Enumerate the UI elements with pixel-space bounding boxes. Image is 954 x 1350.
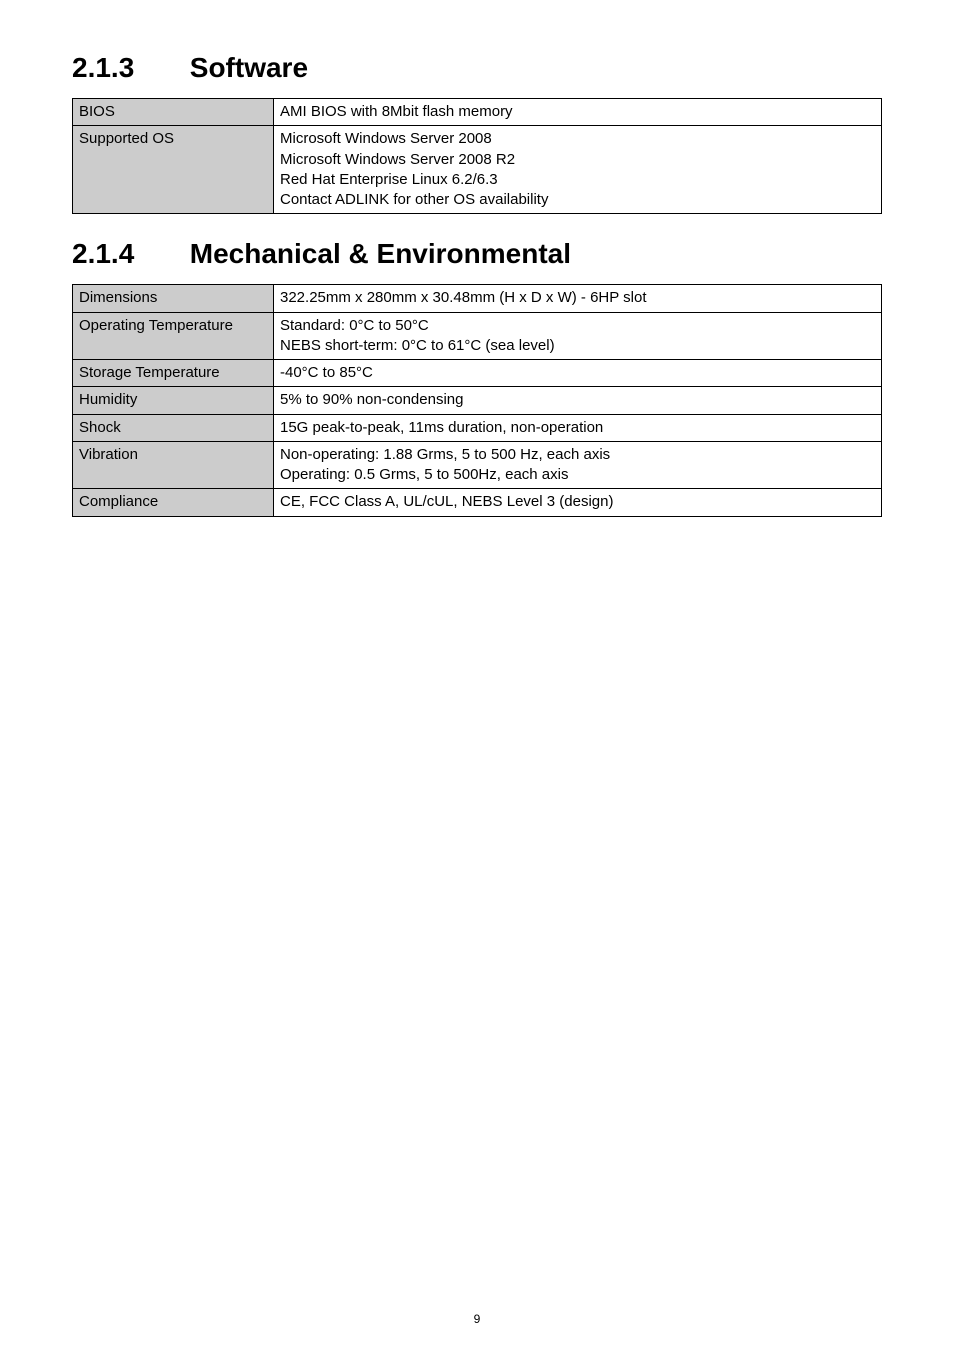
software-table: BIOS AMI BIOS with 8Mbit flash memory Su… [72,98,882,214]
table-row: Compliance CE, FCC Class A, UL/cUL, NEBS… [73,489,882,516]
cell-label: Operating Temperature [73,312,274,360]
cell-label: Storage Temperature [73,360,274,387]
page: 2.1.3 Software BIOS AMI BIOS with 8Mbit … [0,0,954,1350]
cell-label: Vibration [73,441,274,489]
page-number: 9 [0,1312,954,1326]
cell-value: 322.25mm x 280mm x 30.48mm (H x D x W) -… [274,285,882,312]
heading-mechenv: 2.1.4 Mechanical & Environmental [72,238,882,270]
table-row: Supported OS Microsoft Windows Server 20… [73,126,882,214]
cell-label: Compliance [73,489,274,516]
heading-software: 2.1.3 Software [72,52,882,84]
cell-value: CE, FCC Class A, UL/cUL, NEBS Level 3 (d… [274,489,882,516]
cell-label: Dimensions [73,285,274,312]
table-row: Operating Temperature Standard: 0°C to 5… [73,312,882,360]
cell-value: -40°C to 85°C [274,360,882,387]
cell-value: Microsoft Windows Server 2008Microsoft W… [274,126,882,214]
cell-value: Standard: 0°C to 50°CNEBS short-term: 0°… [274,312,882,360]
cell-label: Humidity [73,387,274,414]
cell-label: BIOS [73,99,274,126]
heading-title: Mechanical & Environmental [190,238,571,269]
table-row: Dimensions 322.25mm x 280mm x 30.48mm (H… [73,285,882,312]
cell-value: 15G peak-to-peak, 11ms duration, non-ope… [274,414,882,441]
cell-label: Supported OS [73,126,274,214]
cell-value: 5% to 90% non-condensing [274,387,882,414]
heading-number: 2.1.4 [72,238,182,270]
heading-title: Software [190,52,308,83]
table-row: BIOS AMI BIOS with 8Mbit flash memory [73,99,882,126]
mechenv-table: Dimensions 322.25mm x 280mm x 30.48mm (H… [72,284,882,516]
heading-number: 2.1.3 [72,52,182,84]
table-row: Humidity 5% to 90% non-condensing [73,387,882,414]
table-row: Storage Temperature -40°C to 85°C [73,360,882,387]
cell-value: Non-operating: 1.88 Grms, 5 to 500 Hz, e… [274,441,882,489]
table-row: Shock 15G peak-to-peak, 11ms duration, n… [73,414,882,441]
cell-label: Shock [73,414,274,441]
cell-value: AMI BIOS with 8Mbit flash memory [274,99,882,126]
table-row: Vibration Non-operating: 1.88 Grms, 5 to… [73,441,882,489]
